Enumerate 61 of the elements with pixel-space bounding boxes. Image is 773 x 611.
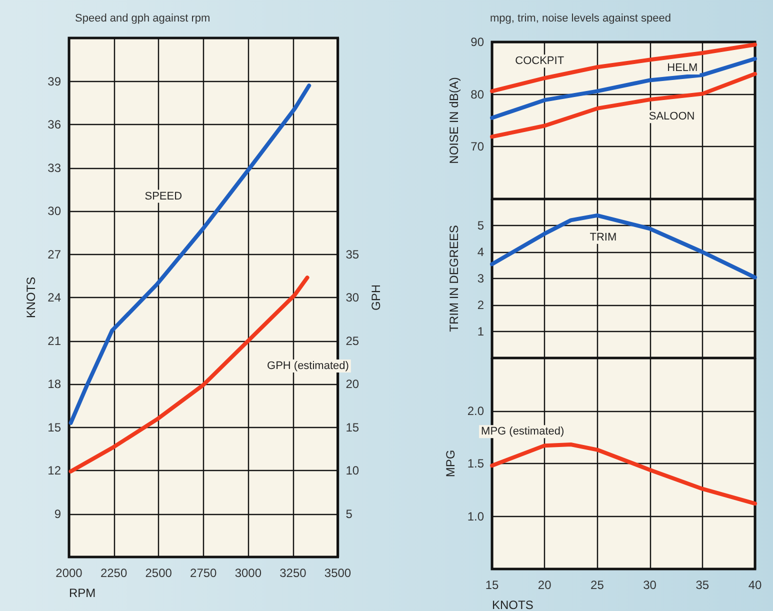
line-series	[490, 56, 757, 120]
y-tick-label: 27	[48, 247, 62, 262]
y-tick-label: 1.0	[467, 509, 484, 524]
y2-tick-label: 25	[346, 334, 360, 348]
x-tick-label: 2500	[145, 566, 172, 580]
y-tick-label: 90	[470, 35, 484, 49]
y-tick-label: 5	[477, 218, 484, 232]
x-tick-label: 2750	[190, 566, 218, 580]
y2-tick-label: 15	[346, 420, 360, 434]
y-tick-label: 1	[477, 324, 484, 338]
y2-tick-label: 5	[346, 506, 353, 521]
y2-tick-label: 35	[346, 247, 360, 262]
y-tick-label: 80	[470, 87, 484, 102]
chart-title: mpg, trim, noise levels against speed	[490, 12, 671, 24]
y-tick-label: 33	[48, 160, 62, 175]
y2-tick-label: 20	[346, 377, 360, 391]
y-tick-label: 39	[48, 74, 62, 88]
series-label: SALOON	[648, 110, 695, 123]
x-tick-label: 2000	[56, 566, 83, 580]
y-axis-title: KNOTS	[24, 276, 38, 318]
x-tick-label: 30	[643, 578, 657, 592]
y-axis-title: TRIM IN DEGREES	[447, 225, 461, 332]
y-tick-label: 9	[54, 506, 62, 521]
series-label: HELM	[667, 62, 698, 74]
x-tick-label: 25	[590, 578, 604, 592]
text: SPEED	[144, 190, 182, 202]
line-series	[490, 72, 757, 139]
x-tick-label: 2250	[100, 566, 128, 580]
x-tick-label: 3250	[280, 566, 307, 580]
y-axis-title: NOISE IN dB(A)	[446, 77, 461, 164]
y-tick-label: 4	[477, 245, 484, 259]
series-label: TRIM	[590, 231, 617, 244]
x-axis-title: KNOTS	[492, 598, 534, 611]
y2-tick-label: 10	[346, 464, 360, 478]
y-tick-label: 18	[48, 377, 62, 391]
y-axis-title: MPG	[443, 450, 458, 478]
series-label: COCKPIT	[515, 55, 564, 68]
y-tick-label: 24	[48, 290, 62, 304]
y-tick-label: 1.5	[467, 456, 484, 470]
x-tick-label: 3500	[324, 566, 352, 580]
line-series	[490, 213, 757, 280]
y-tick-label: 70	[470, 140, 484, 154]
y-tick-label: 36	[48, 118, 62, 132]
y-tick-label: 2.0	[467, 404, 484, 418]
x-tick-label: 40	[748, 578, 762, 592]
y-tick-label: 21	[48, 334, 62, 348]
y-tick-label: 12	[48, 464, 62, 478]
y-tick-label: 30	[48, 204, 62, 218]
y2-tick-label: 30	[346, 290, 360, 304]
y2-axis-title: GPH	[369, 284, 383, 311]
x-tick-label: 20	[538, 578, 552, 592]
y-tick-label: 15	[48, 420, 62, 434]
x-tick-label: 35	[696, 578, 710, 592]
y-tick-label: 3	[477, 272, 484, 286]
line-series	[490, 442, 757, 506]
text: GPH (estimated)	[267, 360, 349, 372]
series-label: MPG (estimated)	[481, 426, 564, 438]
chart-title: Speed and gph against rpm	[75, 12, 210, 24]
x-tick-label: 3000	[234, 566, 262, 580]
x-axis-title: RPM	[69, 586, 96, 600]
y-tick-label: 2	[477, 298, 484, 312]
